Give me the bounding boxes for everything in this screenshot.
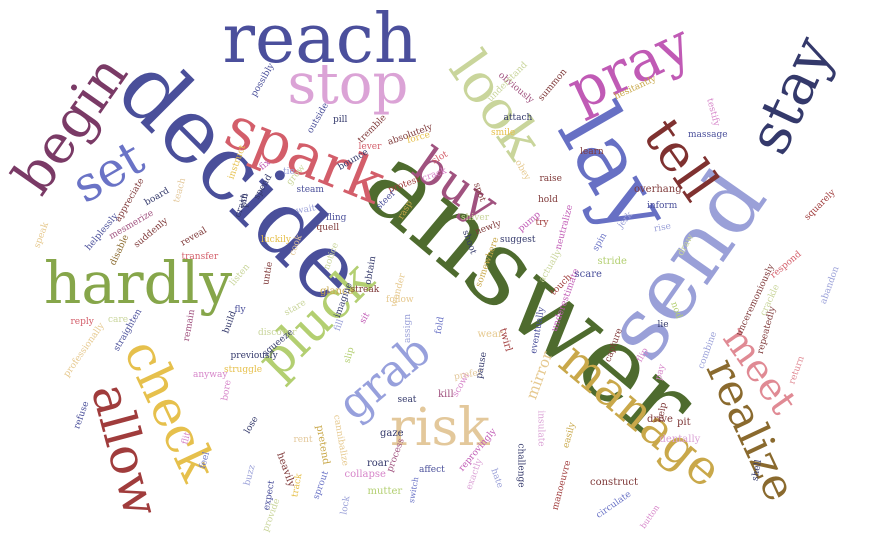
word-quell: quell <box>316 222 340 233</box>
word-reveal: reveal <box>179 225 209 248</box>
word-massage: massage <box>688 129 728 140</box>
word-suggest: suggest <box>500 234 536 245</box>
word-board: board <box>142 185 171 208</box>
word-sprout: sprout <box>311 469 332 501</box>
word-try: try <box>535 217 549 228</box>
word-learn: learn <box>580 146 604 157</box>
word-scare: scare <box>574 269 602 280</box>
word-roar: roar <box>367 458 389 469</box>
word-gaze: gaze <box>380 428 404 439</box>
word-button: button <box>638 503 661 531</box>
word-shiver: shiver <box>461 212 490 223</box>
word-lose: lose <box>242 414 261 436</box>
word-fold: fold <box>433 315 447 335</box>
word-abandon: abandon <box>818 264 842 305</box>
word-pill: pill <box>333 114 348 125</box>
word-bore: bore <box>219 378 234 402</box>
word-switch: switch <box>406 476 421 504</box>
word-insulate: insulate <box>535 409 546 447</box>
word-manoeuvre: manoeuvre <box>550 458 573 511</box>
word-pause: pause <box>474 350 489 380</box>
word-assign: assign <box>402 313 413 343</box>
word-lock: lock <box>338 494 352 516</box>
word-streak: streak <box>350 284 380 295</box>
word-fling: fling <box>326 212 347 223</box>
word-previously: previously <box>230 350 278 361</box>
word-mutter: mutter <box>367 486 403 497</box>
word-discover: discover <box>258 327 297 338</box>
word-drive: drive <box>647 414 673 425</box>
word-smile: smile <box>491 127 516 138</box>
word-circulate: circulate <box>594 488 634 521</box>
word-stay: stay <box>733 26 847 164</box>
word-overhang: overhang <box>634 184 682 195</box>
word-lie: lie <box>657 319 669 330</box>
word-seat: seat <box>397 394 417 405</box>
word-speak: speak <box>32 220 51 250</box>
word-squarely: squarely <box>802 187 838 223</box>
word-dentally: dentally <box>659 434 701 445</box>
word-affect: affect <box>419 464 445 475</box>
word-hate: hate <box>488 466 505 489</box>
word-collapse: collapse <box>344 469 386 480</box>
word-tremble: tremble <box>356 112 389 145</box>
word-summon: summon <box>536 66 569 103</box>
word-reply: reply <box>70 316 94 327</box>
word-luckily: luckily <box>261 234 292 245</box>
word-steam: steam <box>296 184 324 195</box>
word-pretend: pretend <box>313 424 332 466</box>
word-easily: easily <box>561 420 578 449</box>
word-slip: slip <box>342 345 357 364</box>
word-glance: glance <box>320 286 354 297</box>
word-lever: lever <box>358 141 382 152</box>
word-look: look <box>436 39 555 170</box>
word-stride: stride <box>597 256 627 267</box>
word-professionally: professionally <box>62 320 107 379</box>
word-return: return <box>786 354 807 386</box>
word-raise: raise <box>539 173 563 184</box>
word-cannibalize: cannibalize <box>330 413 350 467</box>
word-pit: pit <box>677 417 691 428</box>
word-hardly: hardly <box>44 249 233 317</box>
word-follow: follow <box>386 294 414 305</box>
word-fly: fly <box>234 304 246 315</box>
word-hold: hold <box>538 194 558 205</box>
word-tie: tie <box>283 166 295 177</box>
word-stop: stop <box>287 52 409 117</box>
word-heavily: heavily <box>274 451 297 489</box>
word-wear: wear <box>477 329 503 340</box>
word-inform: inform <box>647 200 678 211</box>
word-testify: testify <box>704 96 722 127</box>
word-anyway: anyway <box>193 369 228 380</box>
word-kill: kill <box>438 389 454 400</box>
word-challenge: challenge <box>515 442 526 488</box>
word-attach: attach <box>503 112 533 123</box>
word-risk: risk <box>390 398 490 458</box>
word-obey: obey <box>512 157 532 182</box>
word-care: care <box>108 314 129 325</box>
word-neutralize: neutralize <box>553 203 576 251</box>
word-struggle: struggle <box>224 364 263 375</box>
word-reach: reach <box>222 0 418 79</box>
word-construct: construct <box>590 477 639 488</box>
word-transfer: transfer <box>181 251 219 262</box>
word-rent: rent <box>293 434 313 445</box>
word-buzz: buzz <box>241 463 258 487</box>
